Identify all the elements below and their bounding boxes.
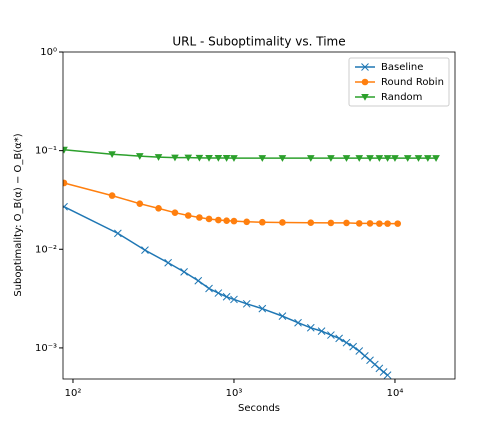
marker [155,205,162,212]
marker [278,312,287,320]
y-tick-label: 10⁻³ [35,343,57,354]
marker [108,151,116,159]
marker [223,217,230,224]
marker [222,292,231,301]
marker [307,219,315,226]
legend-marker [361,78,369,86]
marker [63,179,68,187]
marker [317,327,326,335]
legend-marker [361,94,369,101]
marker [214,289,223,297]
y-tick-label: 10⁰ [40,47,57,58]
marker [376,220,383,227]
legend-box [348,57,450,107]
marker [205,284,213,293]
marker [306,155,315,162]
marker [306,323,315,332]
marker [114,229,122,238]
y-tick-label: 10⁻² [35,244,57,255]
marker [154,154,163,161]
legend-marker [361,63,369,71]
marker [335,334,343,343]
marker [355,347,364,355]
marker [180,268,188,276]
marker [355,220,363,227]
marker [379,368,388,376]
marker [403,155,412,162]
marker [343,219,350,227]
marker [349,342,358,351]
marker [230,295,238,304]
marker [222,155,231,162]
marker [184,212,192,219]
legend-label: Baseline [381,62,423,73]
marker [360,352,369,360]
legend-label: Random [381,92,422,103]
marker [205,215,213,223]
marker [424,155,432,162]
marker [184,154,193,162]
marker [327,331,335,339]
marker [135,153,144,160]
marker [366,155,374,162]
marker [391,155,399,162]
marker [194,276,203,285]
marker [195,154,204,162]
x-tick-label: 10² [65,388,82,399]
x-tick-label: 10³ [226,388,243,399]
plot-frame [62,51,456,380]
marker [136,200,144,207]
marker [243,218,251,226]
y-tick-label: 10⁻¹ [35,146,57,157]
marker [342,155,351,162]
marker [258,304,267,313]
marker [355,155,364,162]
marker [366,220,374,227]
marker [215,216,222,224]
marker [164,258,172,267]
marker [196,214,203,221]
marker [259,218,266,226]
marker [63,146,68,154]
marker [171,209,179,216]
marker [432,155,440,162]
marker [327,155,335,162]
series-line [63,182,398,225]
marker [383,155,392,162]
series-line [63,206,389,376]
marker [242,299,251,308]
marker [375,155,384,162]
marker [63,202,68,211]
marker [414,155,423,162]
marker [342,338,351,347]
marker [230,155,238,162]
marker [141,246,149,254]
marker [108,192,116,199]
marker [258,155,267,162]
marker [394,220,402,227]
marker [171,154,179,162]
marker [383,371,392,379]
legend-label: Round Robin [381,77,444,88]
chart-title: URL - Suboptimality vs. Time [172,35,345,49]
marker [294,318,302,327]
marker [278,155,287,162]
marker [279,219,286,226]
x-axis-label: Seconds [238,403,280,414]
marker [327,219,335,227]
plot-area [63,146,440,379]
y-axis-label: Suboptimality: O_B(α) − O_B(α*) [13,133,24,296]
marker [230,217,238,225]
marker [214,155,223,162]
marker [205,154,213,162]
marker [384,220,391,227]
x-tick-label: 10⁴ [387,388,404,399]
